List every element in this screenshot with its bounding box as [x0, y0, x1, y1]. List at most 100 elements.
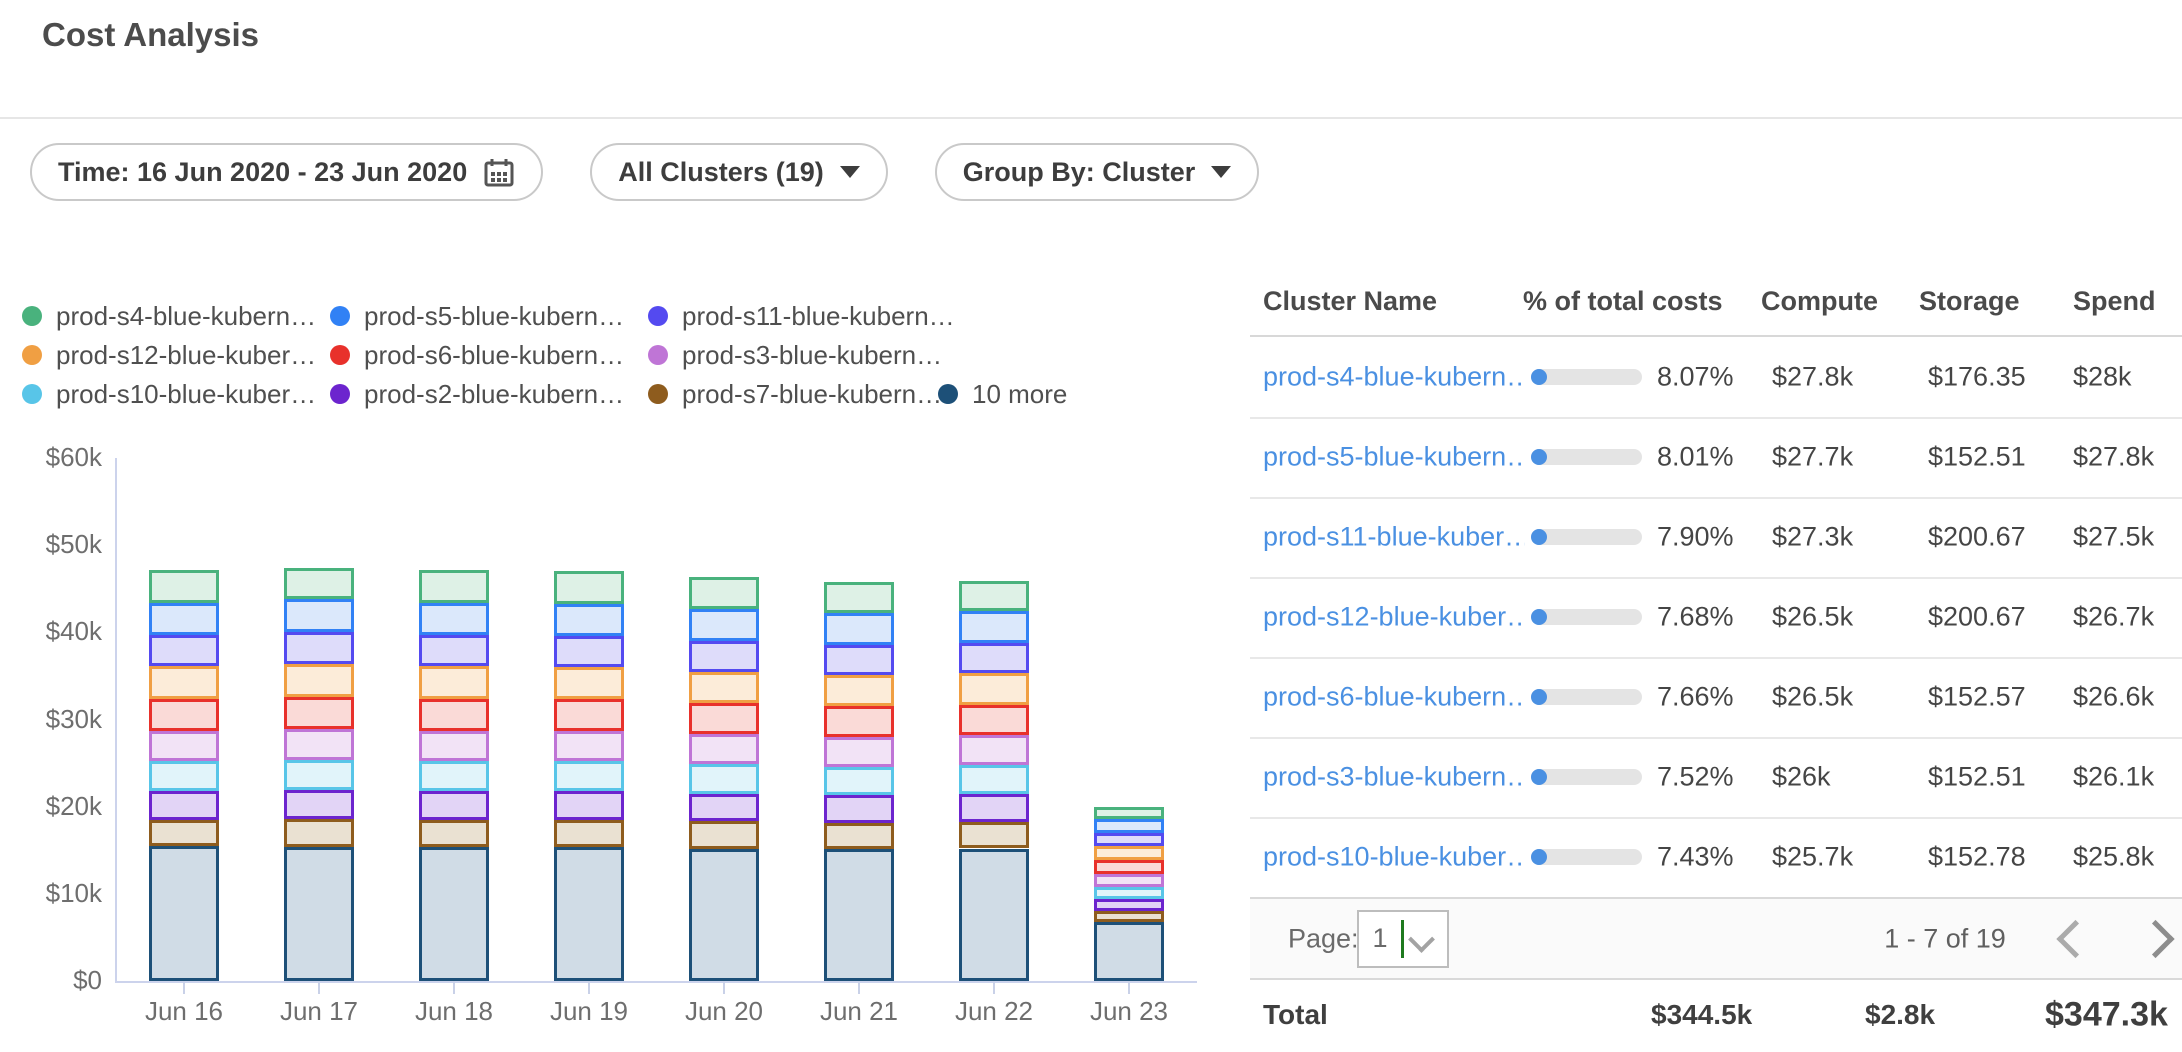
legend-item[interactable]: prod-s6-blue-kubern… — [330, 340, 624, 370]
bar-segment[interactable] — [959, 611, 1029, 642]
bar-segment[interactable] — [1094, 911, 1164, 921]
bar-segment[interactable] — [149, 666, 219, 698]
next-page-button[interactable] — [2136, 919, 2174, 957]
previous-page-button[interactable] — [2056, 919, 2094, 957]
bar-segment[interactable] — [149, 761, 219, 791]
bar-segment[interactable] — [554, 571, 624, 603]
bar-segment[interactable] — [284, 632, 354, 663]
bar-segment[interactable] — [554, 820, 624, 847]
bar-segment[interactable] — [284, 760, 354, 791]
bar-segment[interactable] — [959, 673, 1029, 704]
cluster-name-link[interactable]: prod-s6-blue-kubern… — [1263, 682, 1525, 713]
cluster-name-link[interactable]: prod-s11-blue-kuber… — [1263, 522, 1525, 553]
bar-segment[interactable] — [824, 645, 894, 676]
bar-segment[interactable] — [959, 643, 1029, 674]
legend-item[interactable]: prod-s2-blue-kubern… — [330, 379, 624, 409]
bar-segment[interactable] — [959, 794, 1029, 823]
bar-segment[interactable] — [824, 823, 894, 849]
bar-segment[interactable] — [959, 849, 1029, 981]
bar-segment[interactable] — [419, 603, 489, 635]
bar-segment[interactable] — [419, 847, 489, 981]
bar-segment[interactable] — [149, 699, 219, 731]
bar-segment[interactable] — [149, 570, 219, 603]
bar-segment[interactable] — [689, 577, 759, 608]
bar-segment[interactable] — [689, 821, 759, 848]
bar-segment[interactable] — [689, 734, 759, 764]
bar-segment[interactable] — [284, 599, 354, 632]
legend-item[interactable]: 10 more — [938, 379, 1067, 409]
bar-segment[interactable] — [419, 820, 489, 847]
bar-segment[interactable] — [959, 735, 1029, 765]
bar-segment[interactable] — [284, 664, 354, 697]
bar-segment[interactable] — [149, 820, 219, 846]
legend-item[interactable]: prod-s10-blue-kuber… — [22, 379, 316, 409]
bar-segment[interactable] — [149, 846, 219, 981]
bar-segment[interactable] — [1094, 899, 1164, 911]
bar-segment[interactable] — [1094, 819, 1164, 833]
cluster-name-link[interactable]: prod-s12-blue-kuber… — [1263, 602, 1525, 633]
cluster-name-link[interactable]: prod-s3-blue-kubern… — [1263, 762, 1525, 793]
bar-segment[interactable] — [1094, 887, 1164, 899]
bar-segment[interactable] — [554, 604, 624, 636]
bar-segment[interactable] — [284, 729, 354, 760]
bar-segment[interactable] — [689, 641, 759, 672]
bar-segment[interactable] — [1094, 807, 1164, 819]
bar-segment[interactable] — [284, 790, 354, 819]
bar-segment[interactable] — [689, 672, 759, 703]
bar-segment[interactable] — [824, 767, 894, 796]
bar-segment[interactable] — [689, 764, 759, 794]
cluster-name-link[interactable]: prod-s4-blue-kubern… — [1263, 362, 1525, 393]
bar-segment[interactable] — [554, 699, 624, 730]
cluster-name-link[interactable]: prod-s5-blue-kubern… — [1263, 442, 1525, 473]
bar-segment[interactable] — [1094, 922, 1164, 981]
legend-item[interactable]: prod-s5-blue-kubern… — [330, 301, 624, 331]
bar-segment[interactable] — [284, 568, 354, 599]
legend-item[interactable]: prod-s12-blue-kuber… — [22, 340, 316, 370]
bar-segment[interactable] — [1094, 833, 1164, 846]
bar-segment[interactable] — [284, 819, 354, 847]
bar-segment[interactable] — [284, 697, 354, 729]
bar-segment[interactable] — [419, 761, 489, 791]
bar-segment[interactable] — [149, 635, 219, 666]
legend-item[interactable]: prod-s4-blue-kubern… — [22, 301, 316, 331]
legend-item[interactable]: prod-s7-blue-kubern… — [648, 379, 942, 409]
bar-segment[interactable] — [959, 765, 1029, 794]
bar-segment[interactable] — [554, 731, 624, 762]
bar-segment[interactable] — [689, 609, 759, 641]
bar-segment[interactable] — [419, 731, 489, 762]
bar-segment[interactable] — [824, 706, 894, 737]
bar-segment[interactable] — [824, 737, 894, 767]
bar-segment[interactable] — [554, 791, 624, 820]
group-by-dropdown[interactable]: Group By: Cluster — [935, 143, 1260, 201]
bar-segment[interactable] — [419, 666, 489, 698]
bar-segment[interactable] — [554, 636, 624, 667]
bar-segment[interactable] — [419, 635, 489, 666]
bar-segment[interactable] — [149, 731, 219, 762]
cluster-name-link[interactable]: prod-s10-blue-kuber… — [1263, 842, 1525, 873]
legend-item[interactable]: prod-s11-blue-kubern… — [648, 301, 955, 331]
bar-segment[interactable] — [554, 667, 624, 699]
bar-segment[interactable] — [554, 847, 624, 981]
bar-segment[interactable] — [1094, 874, 1164, 887]
bar-segment[interactable] — [689, 794, 759, 822]
bar-segment[interactable] — [824, 613, 894, 644]
bar-segment[interactable] — [284, 847, 354, 981]
clusters-filter-dropdown[interactable]: All Clusters (19) — [590, 143, 888, 201]
bar-segment[interactable] — [824, 795, 894, 823]
bar-segment[interactable] — [959, 705, 1029, 736]
bar-segment[interactable] — [419, 699, 489, 731]
bar-segment[interactable] — [824, 675, 894, 706]
bar-segment[interactable] — [824, 582, 894, 613]
bar-segment[interactable] — [1094, 860, 1164, 874]
bar-segment[interactable] — [149, 603, 219, 635]
bar-segment[interactable] — [689, 849, 759, 981]
bar-segment[interactable] — [419, 570, 489, 603]
page-select[interactable]: 1 — [1357, 910, 1449, 968]
bar-segment[interactable] — [419, 791, 489, 820]
bar-segment[interactable] — [959, 581, 1029, 612]
bar-segment[interactable] — [554, 761, 624, 791]
bar-segment[interactable] — [149, 791, 219, 820]
legend-item[interactable]: prod-s3-blue-kubern… — [648, 340, 942, 370]
bar-segment[interactable] — [689, 703, 759, 734]
bar-segment[interactable] — [1094, 846, 1164, 860]
